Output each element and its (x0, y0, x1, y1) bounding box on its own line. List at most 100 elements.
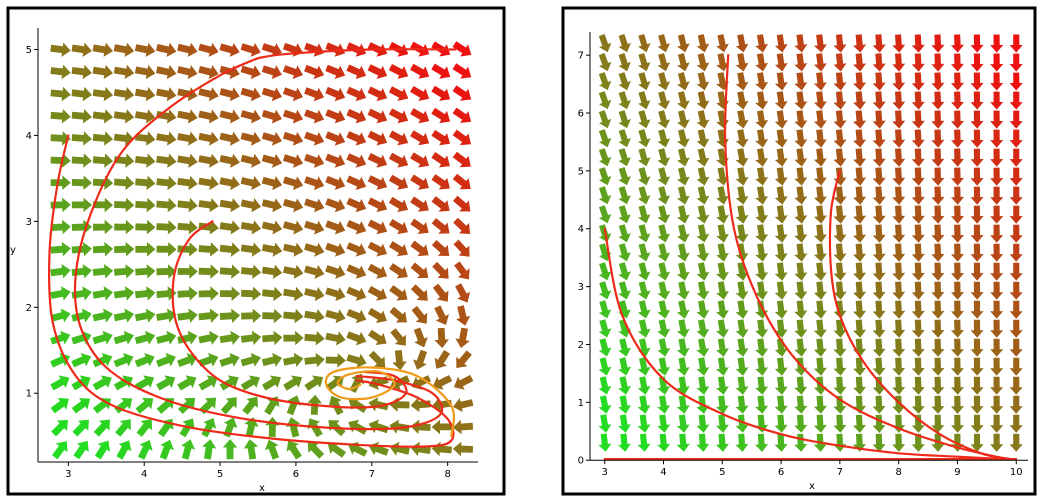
field-arrow (113, 131, 135, 146)
field-arrow (325, 42, 346, 57)
field-arrow (892, 281, 906, 300)
field-arrow (261, 65, 282, 80)
field-arrow (261, 131, 282, 146)
trajectory-curve (324, 366, 456, 438)
field-arrow (657, 34, 671, 53)
field-arrow (716, 319, 729, 338)
field-arrow (346, 153, 367, 168)
field-arrow (755, 110, 769, 129)
field-arrow (833, 186, 847, 205)
field-arrow (911, 72, 925, 91)
field-arrow (970, 243, 984, 262)
field-arrow (304, 220, 325, 235)
field-arrow (833, 338, 847, 357)
field-arrow (931, 148, 945, 167)
field-arrow (1009, 148, 1023, 167)
field-arrow (892, 433, 906, 452)
field-arrow (638, 34, 651, 53)
field-arrow (794, 53, 808, 72)
field-arrow (696, 376, 710, 395)
field-arrow (970, 148, 984, 167)
field-arrow (872, 72, 886, 91)
field-arrow (833, 72, 847, 91)
field-arrow (346, 86, 367, 102)
field-arrow (453, 374, 474, 390)
field-arrow (677, 72, 690, 91)
field-arrow (346, 286, 367, 301)
field-arrow (198, 220, 219, 235)
field-arrow (990, 34, 1004, 53)
field-arrow (388, 64, 409, 79)
field-arrow (177, 109, 198, 124)
field-arrow (716, 186, 729, 205)
field-arrow (911, 53, 925, 72)
field-arrow (388, 152, 409, 168)
field-arrow (774, 110, 788, 129)
field-arrow (367, 307, 387, 323)
field-arrow (794, 281, 808, 300)
field-arrow (970, 186, 984, 205)
field-arrow (735, 34, 749, 53)
field-arrow (198, 375, 218, 391)
field-arrow (262, 375, 281, 391)
field-arrow (198, 286, 219, 301)
field-arrow (92, 86, 113, 102)
field-arrow (657, 91, 671, 110)
field-arrow (346, 197, 367, 213)
field-arrow (853, 300, 867, 319)
field-arrow (134, 42, 156, 57)
field-arrow (716, 281, 729, 300)
field-arrow (970, 338, 984, 357)
field-arrow (411, 305, 428, 324)
field-arrow (990, 243, 1004, 262)
field-arrow (892, 300, 906, 319)
field-arrow (637, 395, 651, 414)
field-arrow (677, 319, 690, 338)
field-arrow (346, 175, 367, 190)
field-arrow (892, 262, 906, 281)
field-arrow (853, 167, 867, 186)
field-arrow (677, 224, 690, 243)
field-arrow (657, 205, 671, 224)
field-arrow (456, 305, 471, 326)
field-arrow (222, 439, 238, 460)
field-arrow (911, 300, 925, 319)
field-arrow (892, 186, 906, 205)
field-arrow (304, 287, 325, 302)
field-arrow (219, 308, 241, 323)
field-arrow (735, 395, 749, 414)
field-arrow (50, 197, 71, 213)
x-tick-label: 5 (719, 467, 725, 478)
field-arrow (367, 108, 388, 124)
field-arrow (696, 167, 710, 186)
field-arrow (735, 319, 749, 338)
field-arrow (389, 419, 410, 434)
field-arrow (92, 286, 113, 301)
field-arrow (304, 331, 325, 346)
field-arrow (262, 308, 283, 324)
field-arrow (177, 153, 198, 168)
field-arrow (71, 197, 92, 213)
field-arrow (735, 110, 749, 129)
field-arrow (1009, 186, 1023, 205)
field-arrow (951, 205, 964, 224)
field-arrow (911, 110, 925, 129)
field-arrow (853, 262, 867, 281)
field-arrow (677, 53, 690, 72)
x-tick-label: 4 (660, 467, 666, 478)
x-tick-label: 8 (895, 467, 901, 478)
field-arrow (853, 414, 866, 433)
field-arrow (677, 243, 690, 262)
field-arrow (177, 308, 198, 323)
field-arrow (135, 131, 156, 146)
field-arrow (220, 286, 241, 301)
field-arrow (853, 53, 867, 72)
field-arrow (774, 376, 788, 395)
field-arrow (696, 148, 710, 167)
field-arrow (598, 300, 612, 319)
field-arrow (389, 306, 407, 323)
field-arrow (50, 175, 71, 190)
field-arrow (951, 167, 964, 186)
field-arrow (872, 167, 886, 186)
field-arrow (283, 242, 304, 257)
